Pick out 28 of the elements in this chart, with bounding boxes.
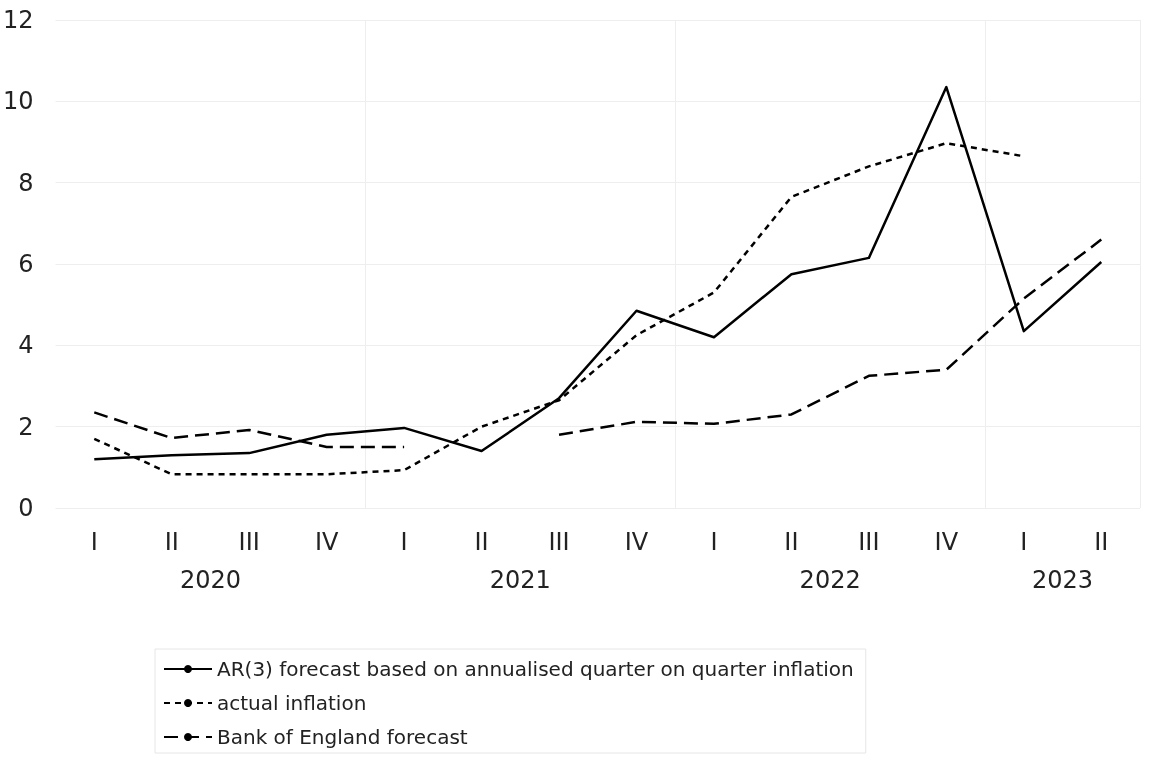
y-tick-label: 2 xyxy=(18,412,34,441)
y-tick-label: 10 xyxy=(2,87,34,116)
y-tick-label: 6 xyxy=(18,250,34,278)
x-tick-label: III xyxy=(548,528,570,556)
x-tick-label: II xyxy=(1094,528,1109,556)
x-tick-label: II xyxy=(164,528,179,556)
x-tick-label: II xyxy=(784,528,799,556)
text: 2020 xyxy=(179,566,241,594)
legend-label: Bank of England forecast xyxy=(217,725,468,749)
text: 2023 xyxy=(1032,566,1094,594)
x-tick-label: I xyxy=(710,528,718,556)
y-tick-label: 8 xyxy=(18,168,34,197)
x-tick-label: III xyxy=(858,528,880,556)
legend-label: actual inflation xyxy=(217,691,367,715)
x-tick-label: I xyxy=(90,528,98,556)
x-tick-label: III xyxy=(238,528,260,556)
text: 2021 xyxy=(489,566,551,594)
y-tick-label: 0 xyxy=(18,494,34,522)
text: 2022 xyxy=(799,566,861,594)
x-tick-label: I xyxy=(1020,528,1028,556)
y-tick-label: 12 xyxy=(2,6,34,34)
x-tick-label: II xyxy=(474,528,489,556)
x-tick-label: I xyxy=(400,528,408,556)
y-tick-label: 4 xyxy=(18,331,34,360)
x-tick-label: IV xyxy=(624,528,649,556)
legend-label: AR(3) forecast based on annualised quarter on quarter inflation xyxy=(217,657,854,681)
x-tick-label: IV xyxy=(934,528,959,556)
x-tick-label: IV xyxy=(314,528,339,556)
